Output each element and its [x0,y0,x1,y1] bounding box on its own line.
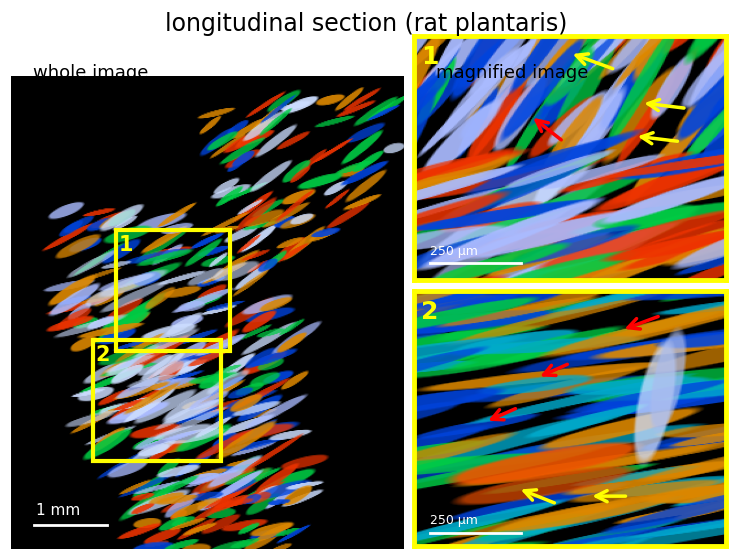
Text: 2: 2 [421,300,438,324]
Text: longitudinal section (rat plantaris): longitudinal section (rat plantaris) [166,12,567,36]
Text: 1: 1 [119,235,133,255]
Text: magnified image: magnified image [436,64,589,82]
Text: 1 mm: 1 mm [36,503,80,518]
Bar [93,340,221,461]
Text: 2: 2 [96,345,110,365]
Bar [116,230,230,351]
Text: 1: 1 [421,45,438,69]
Text: 250 μm: 250 μm [430,514,478,527]
Text: whole image: whole image [33,64,148,82]
Text: 250 μm: 250 μm [430,245,478,258]
